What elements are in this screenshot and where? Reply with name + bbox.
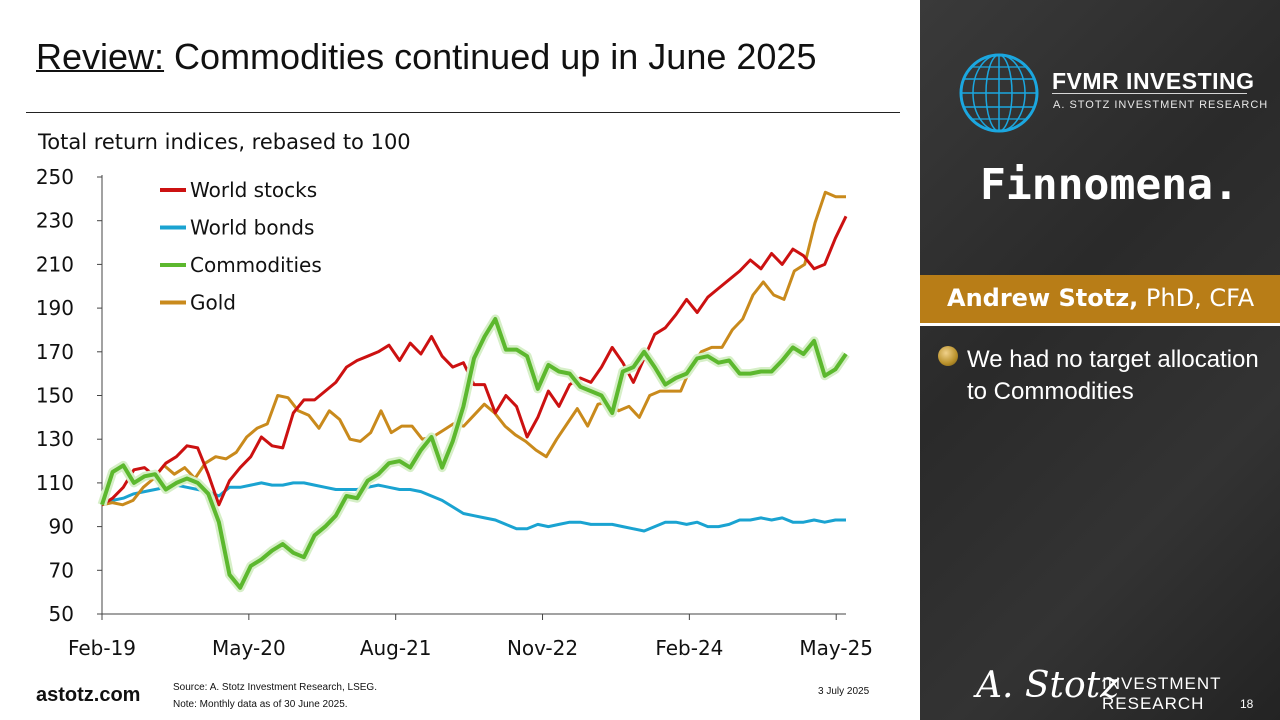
y-tick-label: 250 xyxy=(36,165,74,189)
legend-label-world-bonds: World bonds xyxy=(190,216,314,240)
signature-logo: A. Stotz xyxy=(976,665,1120,706)
chart-title: Total return indices, rebased to 100 xyxy=(37,130,411,154)
y-tick-label: 210 xyxy=(36,252,74,276)
y-tick-label: 110 xyxy=(36,471,74,495)
series-line-commodities xyxy=(100,317,848,590)
speaker-name: Andrew Stotz, xyxy=(947,284,1139,312)
bullet-icon xyxy=(938,346,958,366)
y-tick-label: 150 xyxy=(36,384,74,408)
chart-legend: World stocks World bonds Commodities Gold xyxy=(160,178,322,315)
series-line-world-stocks xyxy=(101,215,848,507)
speaker-banner: Andrew Stotz, PhD, CFA xyxy=(920,275,1280,326)
footer-url[interactable]: astotz.com xyxy=(36,684,141,706)
data-note: Note: Monthly data as of 30 June 2025. xyxy=(173,699,348,710)
y-tick-label: 190 xyxy=(36,296,74,320)
x-tick-label: Nov-22 xyxy=(507,636,578,660)
brand-divider xyxy=(1052,93,1247,94)
legend-label-commodities: Commodities xyxy=(190,253,322,277)
slide-title: Review: Commodities continued up in June… xyxy=(36,36,816,78)
source-note: Source: A. Stotz Investment Research, LS… xyxy=(173,682,377,693)
y-tick-label: 230 xyxy=(36,209,74,233)
chart-series xyxy=(97,190,850,593)
footer-brand-line2: RESEARCH xyxy=(1102,694,1205,713)
globe-logo-icon xyxy=(959,53,1039,133)
page-number: 18 xyxy=(1240,697,1254,711)
slide-main: Review: Commodities continued up in June… xyxy=(26,36,900,710)
bullet-text: We had no target allocation to Commoditi… xyxy=(967,346,1259,405)
footer-brand-line1: INVESTMENT xyxy=(1102,674,1222,693)
x-tick-label: Feb-19 xyxy=(68,636,136,660)
title-underlined: Review: xyxy=(36,36,165,77)
sidebar-panel: FVMR INVESTING A. STOTZ INVESTMENT RESEA… xyxy=(920,0,1280,720)
brand-subtitle: A. STOTZ INVESTMENT RESEARCH xyxy=(1053,99,1269,111)
legend-label-gold: Gold xyxy=(190,291,236,315)
y-tick-label: 70 xyxy=(49,558,74,582)
x-tick-label: Feb-24 xyxy=(655,636,723,660)
x-tick-label: May-20 xyxy=(212,636,286,660)
y-tick-label: 130 xyxy=(36,427,74,451)
chart-axes: 50 70 90 110 130 150 170 190 210 230 250 Feb-19 May-… xyxy=(36,165,873,660)
title-rest: Commodities continued up in June 2025 xyxy=(164,36,817,77)
title-divider xyxy=(26,112,900,113)
y-tick-label: 50 xyxy=(49,602,74,626)
series-line-gold xyxy=(101,190,846,507)
y-tick-label: 170 xyxy=(36,340,74,364)
x-tick-label: May-25 xyxy=(799,636,873,660)
y-tick-label: 90 xyxy=(49,515,74,539)
partner-logo: Finnomena. xyxy=(980,160,1239,210)
legend-label-world-stocks: World stocks xyxy=(190,178,317,202)
brand-name: FVMR INVESTING xyxy=(1052,68,1255,94)
slide-date: 3 July 2025 xyxy=(818,686,870,697)
x-tick-label: Aug-21 xyxy=(360,636,432,660)
line-chart: Total return indices, rebased to 100 50 7… xyxy=(36,130,873,660)
speaker-credentials: PhD, CFA xyxy=(1138,284,1255,312)
